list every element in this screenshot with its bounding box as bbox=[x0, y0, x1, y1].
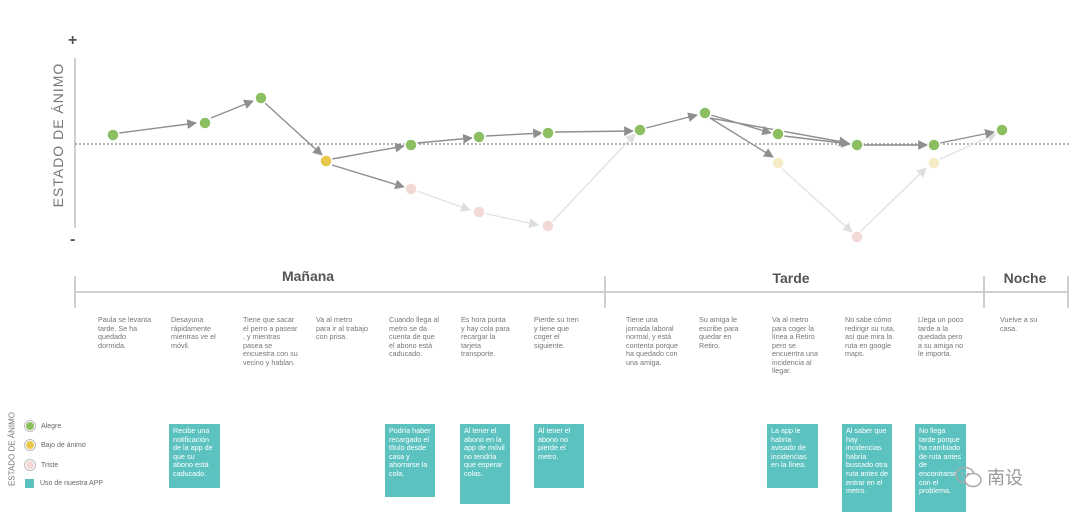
mood-connector bbox=[939, 128, 995, 144]
step-description: Es hora punta y hay cola para recargar l… bbox=[461, 315, 510, 358]
sad-path-connector bbox=[413, 189, 471, 212]
step-description: Pierde su tren y tiene que coger el sigu… bbox=[534, 315, 579, 350]
mood-point-happy bbox=[633, 123, 647, 137]
mood-point-happy bbox=[472, 130, 486, 144]
legend-square-app bbox=[25, 479, 34, 488]
app-usage-note: Podría haber recargado el título desde c… bbox=[385, 424, 435, 497]
mood-point-happy bbox=[254, 91, 268, 105]
step-description: Va al metro para coger la línea a Retiro… bbox=[772, 315, 818, 375]
app-usage-note: Recibe una notificación de la app de que… bbox=[169, 424, 220, 488]
wechat-icon bbox=[955, 466, 982, 488]
legend-dot-low bbox=[25, 440, 35, 450]
step-description: Cuando llega al metro se da cuenta de qu… bbox=[389, 315, 439, 358]
mood-point-happy bbox=[106, 128, 120, 142]
period-label-morning: Mañana bbox=[281, 268, 335, 284]
y-axis-minus: - bbox=[70, 231, 76, 248]
sad-path-connector bbox=[482, 212, 539, 228]
mood-connector bbox=[210, 99, 254, 119]
app-usage-note: La app le habría avisado de incidencias … bbox=[767, 424, 818, 488]
watermark: 南设 bbox=[955, 464, 1023, 490]
legend-item-low: Bajo de ánimo bbox=[25, 440, 86, 450]
step-description: Su amiga le escribe para quedar en Retir… bbox=[699, 315, 739, 350]
sad-path-connector bbox=[859, 167, 927, 233]
mood-point-happy bbox=[198, 116, 212, 130]
legend-item-sad: Triste bbox=[25, 460, 58, 470]
mood-point-low bbox=[771, 156, 785, 170]
mood-point-happy bbox=[541, 126, 555, 140]
step-description: Desayuna rápidamente mientras ve el móvi… bbox=[171, 315, 216, 350]
legend-item-happy: Alegre bbox=[25, 421, 61, 431]
mood-point-happy bbox=[850, 138, 864, 152]
mood-connector bbox=[645, 112, 698, 129]
app-usage-note: Al tener el abono en la app de móvil no … bbox=[460, 424, 510, 504]
step-description: No sabe cómo redirigir su ruta, así que … bbox=[845, 315, 895, 358]
mood-connector bbox=[554, 126, 634, 137]
step-description: Tiene que sacar el perro a pasear , y mi… bbox=[243, 315, 298, 367]
mood-point-sad bbox=[541, 219, 555, 233]
mood-connector bbox=[118, 119, 197, 134]
mood-point-happy bbox=[698, 106, 712, 120]
legend-dot-happy bbox=[25, 421, 35, 431]
step-description: Tiene una jornada laboral normal, y está… bbox=[626, 315, 678, 367]
app-usage-note: Al tener el abono no pierde el metro. bbox=[534, 424, 584, 488]
sad-path-connector bbox=[551, 133, 636, 223]
legend-item-app: Uso de nuestra APP bbox=[25, 479, 103, 488]
app-usage-note: Al saber que hay incidencias habría busc… bbox=[842, 424, 892, 512]
y-axis-plus: + bbox=[68, 32, 78, 49]
mood-connector bbox=[264, 102, 323, 156]
mood-point-happy bbox=[927, 138, 941, 152]
y-axis-title: ESTADO DE ÁNIMO bbox=[50, 62, 66, 208]
mood-connector bbox=[331, 142, 405, 160]
mood-point-low bbox=[319, 154, 333, 168]
legend-dot-sad bbox=[25, 460, 35, 470]
mood-point-low bbox=[927, 156, 941, 170]
mood-connector bbox=[709, 117, 774, 158]
mood-point-sad bbox=[404, 182, 418, 196]
mood-point-sad bbox=[850, 230, 864, 244]
mood-connector bbox=[331, 164, 405, 190]
mood-point-happy bbox=[771, 127, 785, 141]
period-label-afternoon: Tarde bbox=[772, 270, 810, 286]
period-label-night: Noche bbox=[1003, 270, 1047, 286]
step-description: Paula se levanta tarde. Se ha quedado do… bbox=[98, 315, 152, 350]
app-usage-note: No llega tarde porque ha cambiado de rut… bbox=[915, 424, 966, 512]
step-description: Va al metro para ir al trabajo con prisa… bbox=[316, 315, 368, 341]
sad-path-connector bbox=[779, 166, 853, 233]
mood-point-happy bbox=[995, 123, 1009, 137]
mood-connector bbox=[416, 133, 473, 144]
mood-connector bbox=[485, 128, 543, 139]
mood-point-happy bbox=[404, 138, 418, 152]
step-description: Vuelve a su casa. bbox=[1000, 315, 1038, 333]
legend-title: ESTADO DE ÁNIMO bbox=[7, 411, 17, 487]
step-description: Llega un poco tarde a la quedada pero a … bbox=[918, 315, 964, 358]
mood-point-sad bbox=[472, 205, 486, 219]
mood-connector bbox=[783, 135, 851, 148]
